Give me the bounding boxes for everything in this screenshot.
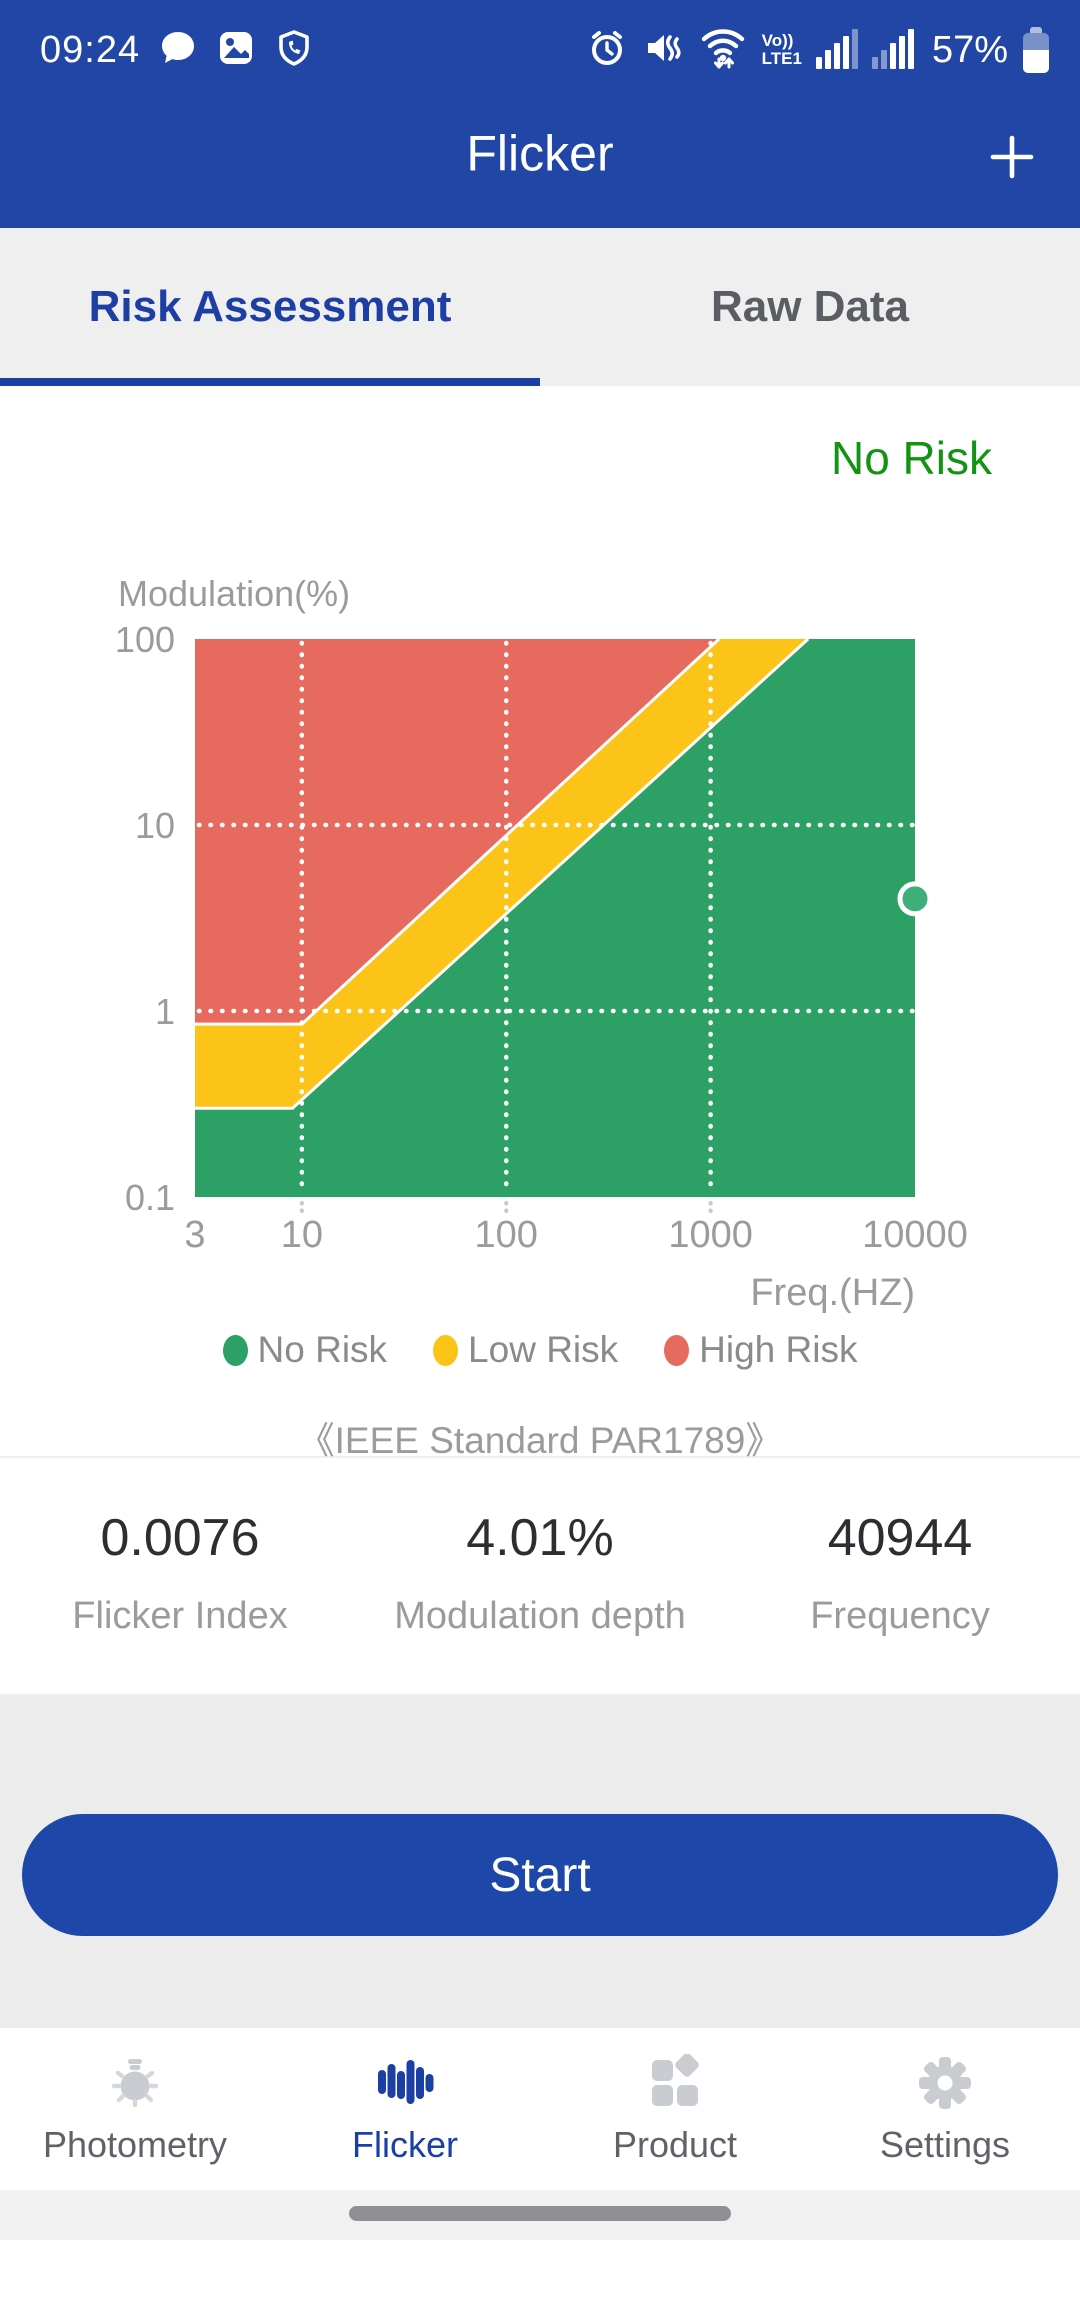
nav-label: Flicker (352, 2124, 458, 2165)
x-tick-label: 1000 (668, 1214, 753, 1256)
nav-label: Product (612, 2124, 738, 2165)
lightbulb-icon (106, 2052, 164, 2114)
nav-label: Photometry (42, 2124, 228, 2165)
stat-value: 4.01% (466, 1509, 614, 1567)
product-grid-icon (646, 2052, 704, 2114)
tab-raw-data[interactable]: Raw Data (540, 228, 1080, 386)
stat-frequency: 40944 Frequency (720, 1508, 1080, 1638)
legend-dot-icon (433, 1334, 459, 1366)
x-tick-label: 3 (184, 1214, 205, 1256)
waveform-icon (374, 2052, 436, 2114)
risk-chart: Modulation(%) 100 10 1 0.13 10 100 1000 10000 F… (115, 573, 968, 1314)
legend-item: High Risk (664, 1329, 857, 1371)
x-axis-title: Freq.(HZ) (750, 1272, 915, 1314)
y-tick-label: 100 (115, 619, 175, 660)
call-protect-icon (274, 28, 314, 73)
tab-risk-assessment-label: Risk Assessment (88, 282, 452, 331)
clock-time: 09:24 (40, 28, 141, 71)
standard-note: 《IEEE Standard PAR1789》 (297, 1420, 783, 1461)
risk-assessment-panel: No Risk Modulation(%) 100 10 1 0.1 3 10 100 100… (0, 386, 1080, 1696)
legend-item: No Risk (222, 1329, 388, 1371)
nav-item-settings[interactable]: Settings (810, 2052, 1080, 2166)
stat-modulation-depth: 4.01% Modulation depth (360, 1508, 720, 1638)
y-tick-label: 10 (135, 805, 175, 846)
legend-dot-icon (222, 1334, 248, 1366)
y-tick-label: 0.1 (125, 1177, 175, 1218)
nav-item-product[interactable]: Product (540, 2052, 810, 2166)
stat-value: 40944 (827, 1509, 973, 1567)
legend-item: Low Risk (433, 1329, 618, 1371)
add-button[interactable] (988, 133, 1036, 181)
x-tick-label: 10000 (862, 1214, 968, 1256)
x-tick-label: 100 (475, 1214, 538, 1256)
bottom-navigation: Photometry Flicker (0, 2028, 1080, 2190)
stat-label: Flicker Index (72, 1595, 288, 1637)
signal-strength-icon-sim1 (815, 29, 858, 69)
battery-icon (1022, 27, 1050, 73)
alarm-icon (586, 27, 628, 74)
action-section: Start (0, 1696, 1080, 2028)
legend-label: No Risk (257, 1329, 388, 1370)
risk-boundary-line (195, 637, 810, 1110)
message-notification-icon (158, 28, 198, 73)
app-header: Flicker (0, 86, 1080, 228)
signal-strength-icon-sim2 (871, 29, 914, 69)
plus-icon (990, 135, 1034, 179)
home-indicator[interactable] (349, 2206, 731, 2221)
legend-dot-icon (664, 1334, 690, 1366)
gear-icon (916, 2052, 974, 2114)
stat-value: 0.0076 (100, 1509, 260, 1567)
legend-label: High Risk (699, 1329, 858, 1370)
y-tick-label: 1 (155, 991, 175, 1032)
battery-percent: 57% (931, 28, 1008, 71)
stat-label: Modulation depth (394, 1595, 686, 1637)
volte-indicator: Vo)) LTE1 (761, 31, 802, 68)
active-tab-indicator (0, 378, 540, 386)
stat-flicker-index: 0.0076 Flicker Index (0, 1508, 360, 1638)
legend-label: Low Risk (468, 1329, 619, 1370)
tab-risk-assessment[interactable]: Risk Assessment (0, 228, 540, 386)
risk-status: No Risk (830, 432, 992, 484)
chart-legend: No Risk Low Risk High Risk (0, 1329, 1080, 1371)
measurement-stats: 0.0076 Flicker Index 4.01% Modulation de… (0, 1456, 1080, 1696)
nav-item-photometry[interactable]: Photometry (0, 2052, 270, 2166)
high-risk-region (195, 639, 720, 1025)
gallery-notification-icon (216, 28, 256, 73)
nav-label: Settings (879, 2124, 1011, 2165)
x-tick-label: 10 (281, 1214, 323, 1256)
tab-raw-data-label: Raw Data (710, 282, 910, 331)
y-axis-title: Modulation(%) (118, 573, 350, 614)
top-bar: 09:24 (0, 0, 1080, 228)
wifi-icon (698, 25, 748, 76)
tab-bar: Risk Assessment Raw Data (0, 228, 1080, 386)
data-point-marker (897, 881, 933, 917)
page-title: Flicker (466, 125, 614, 182)
vibrate-mute-icon (642, 27, 684, 74)
gesture-bar (0, 2190, 1080, 2240)
status-bar: 09:24 (0, 0, 1080, 86)
start-button[interactable]: Start (22, 1814, 1058, 1936)
stat-label: Frequency (810, 1595, 990, 1637)
nav-item-flicker[interactable]: Flicker (270, 2052, 540, 2166)
